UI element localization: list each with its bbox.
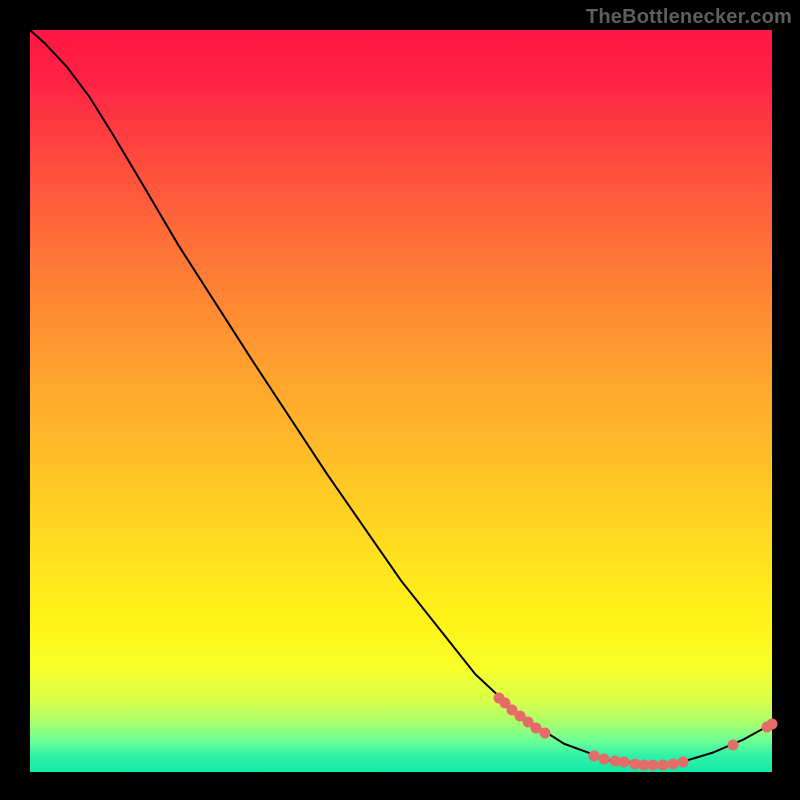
watermark-text: TheBottlenecker.com: [586, 6, 792, 29]
data-marker: [677, 756, 688, 767]
data-marker: [618, 757, 629, 768]
bottleneck-curve: [30, 30, 772, 765]
plot-area: [30, 30, 772, 772]
data-marker: [767, 718, 778, 729]
chart-frame: TheBottlenecker.com: [0, 0, 800, 800]
data-marker: [728, 739, 739, 750]
data-marker: [539, 728, 550, 739]
data-marker: [598, 753, 609, 764]
curve-layer: [30, 30, 772, 772]
data-marker: [667, 758, 678, 769]
